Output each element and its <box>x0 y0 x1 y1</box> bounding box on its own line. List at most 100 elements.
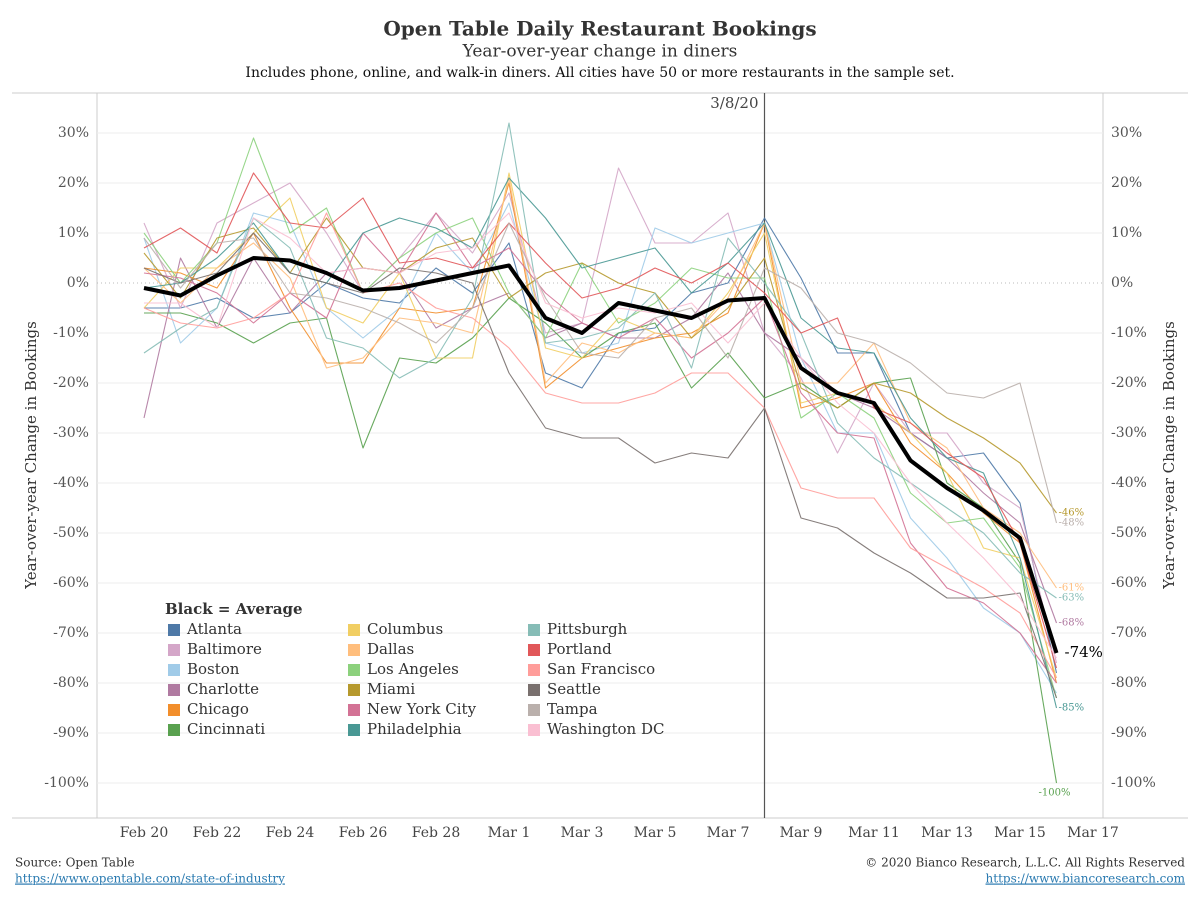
series-line <box>143 222 1058 524</box>
x-tick-label: Mar 7 <box>707 825 750 841</box>
series-line <box>143 172 1058 669</box>
average-line <box>143 256 1059 654</box>
source-link[interactable]: https://www.opentable.com/state-of-indus… <box>15 872 285 886</box>
series-line <box>143 232 1058 699</box>
end-label: -100% <box>1039 788 1071 799</box>
legend-swatch <box>168 624 180 636</box>
x-tick-label: Mar 13 <box>921 825 973 841</box>
x-tick-label: Mar 9 <box>780 825 823 841</box>
chart-title: Open Table Daily Restaurant Bookings <box>383 17 816 41</box>
x-tick-label: Feb 28 <box>412 825 460 841</box>
series-line <box>143 182 1058 684</box>
y-tick-label: 20% <box>58 175 89 191</box>
legend-swatch <box>348 704 360 716</box>
legend-label: Chicago <box>187 700 249 718</box>
legend-label: Dallas <box>367 640 414 658</box>
y-tick-label: 0% <box>67 275 89 291</box>
y-tick-label: -50% <box>53 525 89 541</box>
x-tick-label: Mar 5 <box>634 825 677 841</box>
y2-tick-label: -100% <box>1111 775 1156 791</box>
note: Includes phone, online, and walk-in dine… <box>245 65 954 81</box>
legend-swatch <box>168 664 180 676</box>
y-tick-label: -20% <box>53 375 89 391</box>
y-tick-label: -30% <box>53 425 89 441</box>
y2-tick-label: -20% <box>1111 375 1147 391</box>
x-tick-label: Feb 26 <box>339 825 388 841</box>
y-tick-label: -10% <box>53 325 89 341</box>
legend-swatch <box>528 704 540 716</box>
legend-label: Pittsburgh <box>547 620 628 638</box>
legend-label: Columbus <box>367 620 443 638</box>
y-tick-label: -90% <box>53 725 89 741</box>
legend-swatch <box>528 684 540 696</box>
legend-label: Tampa <box>547 700 598 718</box>
series-line <box>144 217 1058 674</box>
y2-tick-label: -70% <box>1111 625 1147 641</box>
series-line <box>144 297 1058 784</box>
y-tick-label: 10% <box>58 225 89 241</box>
end-label: -46% <box>1059 508 1085 519</box>
legend-swatch <box>528 624 540 636</box>
legend-swatch <box>168 724 180 736</box>
series-line <box>143 172 1058 679</box>
y2-tick-label: 20% <box>1111 175 1142 191</box>
end-label: -61% <box>1059 583 1085 594</box>
y-tick-label: -60% <box>53 575 89 591</box>
legend-swatch <box>348 664 360 676</box>
series-line <box>143 212 1057 679</box>
subtitle: Year-over-year change in diners <box>462 42 738 62</box>
legend-swatch <box>528 644 540 656</box>
legend-swatch <box>168 684 180 696</box>
legend-label: Charlotte <box>187 680 259 698</box>
legend-swatch <box>348 684 360 696</box>
y2-tick-label: -40% <box>1111 475 1147 491</box>
legend-swatch <box>348 644 360 656</box>
legend-label: Atlanta <box>186 620 242 638</box>
legend-swatch <box>348 724 360 736</box>
series-line <box>143 167 1058 664</box>
copyright-link[interactable]: https://www.biancoresearch.com <box>986 872 1186 886</box>
x-tick-label: Feb 22 <box>193 825 241 841</box>
end-label: -85% <box>1059 703 1085 714</box>
x-tick-label: Mar 11 <box>848 825 900 841</box>
y2-tick-label: -50% <box>1111 525 1147 541</box>
y2-tick-label: 10% <box>1111 225 1142 241</box>
legend-swatch <box>168 704 180 716</box>
end-label: -68% <box>1059 618 1085 629</box>
x-tick-label: Mar 3 <box>561 825 604 841</box>
y-axis-title: Year-over-year Change in Bookings <box>22 321 40 590</box>
legend-swatch <box>168 644 180 656</box>
legend-label: New York City <box>367 700 477 718</box>
y-tick-label: 30% <box>58 125 89 141</box>
legend-title: Black = Average <box>165 600 303 618</box>
legend-label: Cincinnati <box>187 720 265 738</box>
legend-label: Washington DC <box>547 720 664 738</box>
legend-label: Seattle <box>547 680 601 698</box>
y2-tick-label: -90% <box>1111 725 1147 741</box>
x-tick-label: Mar 17 <box>1067 825 1119 841</box>
legend-label: San Francisco <box>547 660 655 678</box>
y2-tick-label: -80% <box>1111 675 1147 691</box>
legend-swatch <box>528 664 540 676</box>
y2-tick-label: 30% <box>1111 125 1142 141</box>
y2-axis-title: Year-over-year Change in Bookings <box>1160 321 1178 590</box>
y2-tick-label: 0% <box>1111 275 1133 291</box>
y-tick-label: -80% <box>53 675 89 691</box>
y-tick-label: -40% <box>53 475 89 491</box>
y-tick-label: -70% <box>53 625 89 641</box>
copyright: © 2020 Bianco Research, L.L.C. All Right… <box>865 856 1185 870</box>
x-tick-label: Mar 1 <box>488 825 531 841</box>
legend-label: Portland <box>547 640 612 658</box>
legend-label: Boston <box>187 660 240 678</box>
x-tick-label: Mar 15 <box>994 825 1046 841</box>
end-label: -63% <box>1059 593 1085 604</box>
legend-swatch <box>528 724 540 736</box>
end-label: -74% <box>1065 643 1103 661</box>
legend-label: Baltimore <box>187 640 262 658</box>
legend-label: Miami <box>367 680 415 698</box>
y2-tick-label: -60% <box>1111 575 1147 591</box>
y2-tick-label: -30% <box>1111 425 1147 441</box>
source: Source: Open Table <box>15 856 135 870</box>
end-label: -48% <box>1059 518 1085 529</box>
